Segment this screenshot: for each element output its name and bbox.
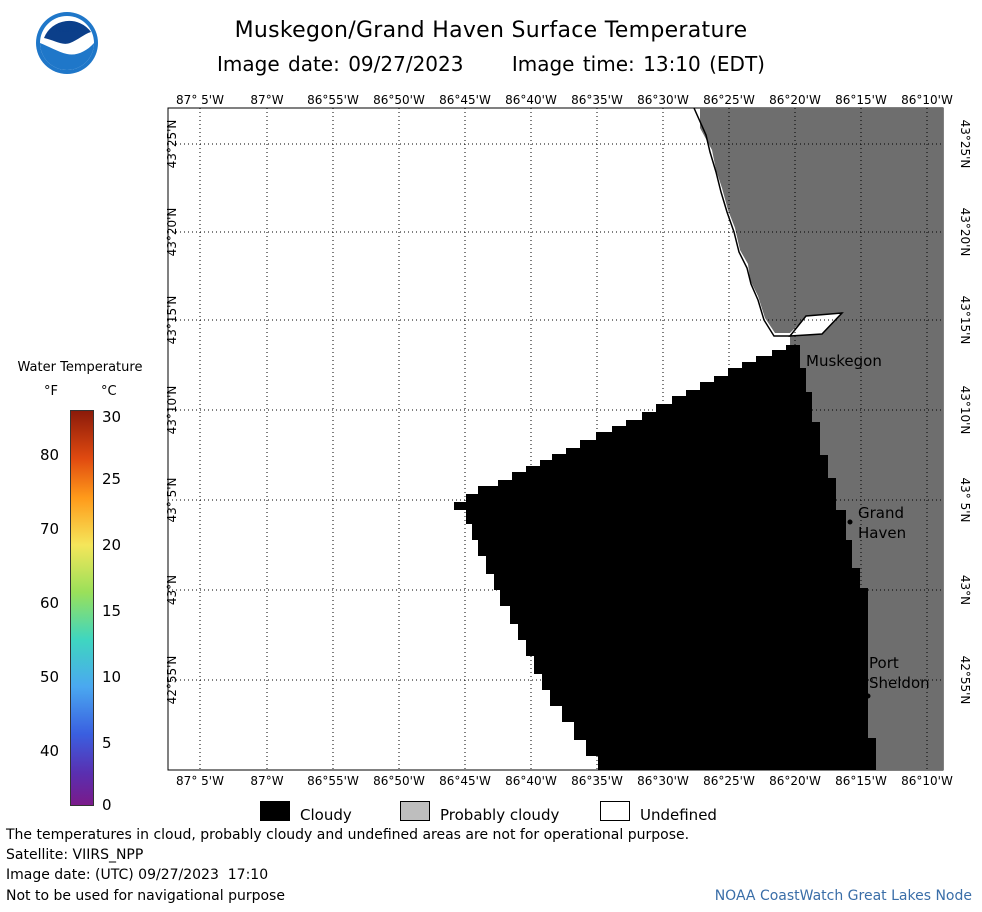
lon-label-top: 86°50'W — [373, 93, 425, 107]
lon-label-bottom: 86°45'W — [439, 774, 491, 788]
lon-label-top: 86°40'W — [505, 93, 557, 107]
lon-label-top: 86°15'W — [835, 93, 887, 107]
place-muskegon: Muskegon — [806, 352, 882, 370]
unit-celsius: °C — [101, 384, 117, 399]
image-date-line: Image date: 09/27/2023 Image time: 13:10… — [0, 52, 982, 76]
disclaimer-text: The temperatures in cloud, probably clou… — [6, 827, 690, 843]
lat-label-left: 42°55'N — [165, 656, 179, 705]
lon-label-top: 86°25'W — [703, 93, 755, 107]
cloud-area — [454, 345, 876, 770]
image-date: Image date: 09/27/2023 — [217, 52, 464, 76]
lon-label-top: 87°W — [250, 93, 283, 107]
navigation-note: Not to be used for navigational purpose — [6, 888, 285, 904]
lon-label-bottom: 86°15'W — [835, 774, 887, 788]
lon-label-bottom: 86°55'W — [307, 774, 359, 788]
legend-label-probably-cloudy: Probably cloudy — [440, 806, 560, 824]
f-tick-70: 70 — [40, 520, 60, 538]
temperature-colorbar — [70, 410, 94, 806]
lon-label-bottom: 86°25'W — [703, 774, 755, 788]
utc-date-text: Image date: (UTC) 09/27/2023 17:10 — [6, 867, 269, 883]
c-tick-5: 5 — [102, 734, 112, 752]
lon-label-top: 86°35'W — [571, 93, 623, 107]
longitude-labels-top: 87° 5'W 87°W 86°55'W 86°50'W 86°45'W 86°40'W 8… — [176, 93, 953, 107]
lat-label-left: 43°20'N — [165, 208, 179, 257]
c-tick-15: 15 — [102, 602, 122, 620]
f-tick-40: 40 — [40, 742, 60, 760]
lat-label-left: 43°10'N — [165, 386, 179, 435]
coastline — [693, 107, 843, 337]
noaa-logo: NOAA — [36, 12, 98, 74]
lon-label-bottom: 86°20'W — [769, 774, 821, 788]
c-tick-25: 25 — [102, 470, 122, 488]
lon-label-top: 86°45'W — [439, 93, 491, 107]
image-time: Image time: 13:10 (EDT) — [511, 52, 765, 76]
land-area — [700, 108, 943, 770]
latitude-labels-left: 43°25'N 43°20'N 43°15'N 43°10'N 43° 5'N 43°N 4… — [165, 120, 179, 705]
grand-haven-marker — [847, 519, 853, 525]
lon-label-bottom: 86°50'W — [373, 774, 425, 788]
lat-label-left: 43°N — [165, 575, 179, 605]
lon-label-bottom: 86°35'W — [571, 774, 623, 788]
place-sheldon: Sheldon — [869, 674, 930, 692]
logo-text: NOAA — [55, 25, 79, 34]
lon-label-bottom: 86°10'W — [901, 774, 953, 788]
lon-label-top: 86°10'W — [901, 93, 953, 107]
latitude-labels-right: 43°25'N 43°20'N 43°15'N 43°10'N 43° 5'N 43°N 4… — [958, 120, 972, 705]
lat-label-right: 43°25'N — [958, 120, 972, 169]
c-tick-30: 30 — [102, 408, 122, 426]
f-tick-60: 60 — [40, 594, 60, 612]
longitude-labels-bottom: 87° 5'W 87°W 86°55'W 86°50'W 86°45'W 86°40'W 8… — [176, 774, 953, 788]
lon-label-bottom: 87°W — [250, 774, 283, 788]
legend-swatch-undefined — [600, 801, 630, 821]
c-tick-20: 20 — [102, 536, 122, 554]
muskegon-marker — [792, 353, 798, 359]
legend-title: Water Temperature — [17, 360, 143, 375]
lat-label-right: 43°10'N — [958, 386, 972, 435]
lat-label-right: 43°15'N — [958, 296, 972, 345]
harbor-outline — [788, 312, 844, 337]
page-title: Muskegon/Grand Haven Surface Temperature — [234, 18, 748, 43]
c-tick-10: 10 — [102, 668, 122, 686]
place-port: Port — [869, 654, 899, 672]
lat-label-left: 43°15'N — [165, 296, 179, 345]
lon-label-top: 86°55'W — [307, 93, 359, 107]
lat-label-right: 43° 5'N — [958, 478, 972, 523]
lat-label-right: 43°N — [958, 575, 972, 605]
lon-label-top: 86°20'W — [769, 93, 821, 107]
credit-link[interactable]: NOAA CoastWatch Great Lakes Node — [714, 888, 972, 904]
lon-label-top: 86°30'W — [637, 93, 689, 107]
map: 87° 5'W 87°W 86°55'W 86°50'W 86°45'W 86°40'W 8… — [165, 93, 972, 788]
port-sheldon-marker — [865, 693, 871, 699]
lon-label-bottom: 86°30'W — [637, 774, 689, 788]
c-tick-0: 0 — [102, 796, 112, 814]
satellite-text: Satellite: VIIRS_NPP — [6, 847, 144, 863]
lon-label-bottom: 86°40'W — [505, 774, 557, 788]
legend-swatch-probably-cloudy — [400, 801, 430, 821]
lat-label-right: 42°55'N — [958, 656, 972, 705]
f-tick-50: 50 — [40, 668, 60, 686]
legend-swatch-cloudy — [260, 801, 290, 821]
legend-label-undefined: Undefined — [640, 806, 717, 824]
lon-label-top: 87° 5'W — [176, 93, 224, 107]
unit-fahrenheit: °F — [44, 384, 58, 399]
place-haven: Haven — [858, 524, 906, 542]
lat-label-right: 43°20'N — [958, 208, 972, 257]
place-grand: Grand — [858, 504, 904, 522]
lat-label-left: 43°25'N — [165, 120, 179, 169]
f-tick-80: 80 — [40, 446, 60, 464]
lon-label-bottom: 87° 5'W — [176, 774, 224, 788]
legend-label-cloudy: Cloudy — [300, 806, 352, 824]
lat-label-left: 43° 5'N — [165, 478, 179, 523]
